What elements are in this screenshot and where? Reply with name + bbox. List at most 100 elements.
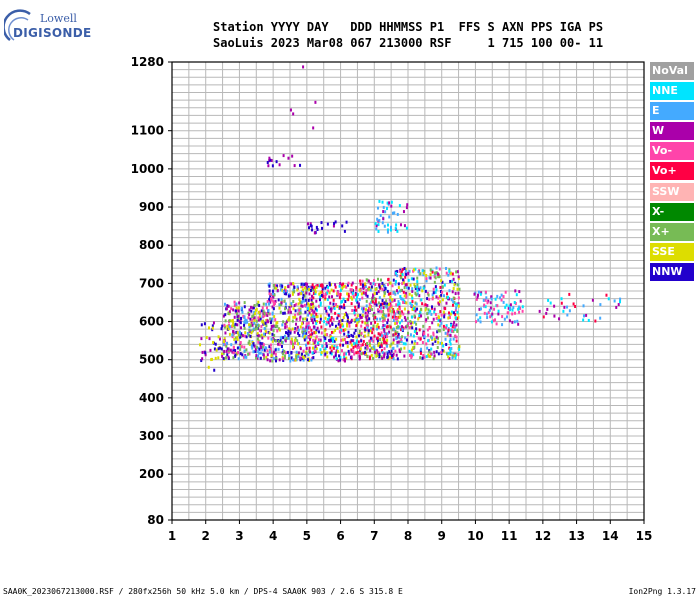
data-point xyxy=(320,221,323,225)
data-point xyxy=(313,341,316,345)
data-point xyxy=(447,273,450,277)
data-point xyxy=(275,160,278,164)
data-point xyxy=(260,346,263,350)
data-point xyxy=(268,289,271,293)
legend-item-x-: X- xyxy=(650,202,694,221)
data-point xyxy=(295,302,298,306)
data-point xyxy=(308,226,311,230)
data-point xyxy=(328,281,331,285)
data-point xyxy=(445,352,448,356)
data-point xyxy=(329,335,332,339)
data-point xyxy=(437,329,440,333)
data-point xyxy=(225,344,228,348)
data-point xyxy=(315,308,318,312)
data-point xyxy=(395,271,398,275)
data-point xyxy=(376,339,379,343)
data-point xyxy=(362,351,365,355)
data-point xyxy=(399,321,402,325)
data-point xyxy=(314,336,317,340)
data-point xyxy=(285,325,288,329)
data-point xyxy=(458,287,461,291)
data-point xyxy=(452,322,455,326)
data-point xyxy=(305,288,308,292)
data-point xyxy=(438,329,441,333)
data-point xyxy=(547,298,550,302)
data-point xyxy=(276,321,279,325)
data-point xyxy=(243,345,246,349)
data-point xyxy=(504,305,507,309)
data-point xyxy=(452,287,455,291)
data-point xyxy=(387,309,390,313)
data-point xyxy=(308,350,311,354)
data-point xyxy=(417,270,420,274)
data-point xyxy=(240,334,243,338)
data-point xyxy=(455,323,458,327)
data-point xyxy=(409,283,412,287)
data-point xyxy=(397,282,400,286)
data-point xyxy=(432,287,435,291)
data-point xyxy=(432,333,435,337)
data-point xyxy=(456,287,459,291)
data-point xyxy=(494,318,497,322)
data-point xyxy=(257,334,260,338)
data-point xyxy=(390,304,393,308)
data-point xyxy=(304,310,307,314)
data-point xyxy=(368,308,371,312)
data-point xyxy=(508,319,511,323)
data-point xyxy=(438,300,441,304)
data-point xyxy=(369,282,372,286)
data-point xyxy=(310,298,313,302)
data-point xyxy=(384,335,387,339)
data-point xyxy=(263,348,266,352)
data-point xyxy=(292,342,295,346)
data-point xyxy=(306,282,309,286)
data-point xyxy=(350,283,353,287)
data-point xyxy=(306,318,309,322)
data-point xyxy=(398,315,401,319)
data-point xyxy=(392,333,395,337)
data-point xyxy=(376,336,379,340)
data-point xyxy=(237,357,240,361)
data-point xyxy=(314,290,317,294)
data-point xyxy=(343,313,346,317)
data-point xyxy=(269,300,272,304)
data-point xyxy=(452,300,455,304)
data-point xyxy=(445,342,448,346)
data-point xyxy=(261,342,264,346)
data-point xyxy=(276,324,279,328)
data-point xyxy=(290,350,293,354)
data-point xyxy=(312,338,315,342)
data-point xyxy=(238,345,241,349)
data-point xyxy=(307,335,310,339)
data-point xyxy=(445,324,448,328)
data-point xyxy=(253,321,256,325)
data-point xyxy=(298,292,301,296)
data-point xyxy=(249,305,252,309)
data-point xyxy=(479,316,482,320)
data-point xyxy=(320,352,323,356)
data-point xyxy=(308,308,311,312)
data-point xyxy=(615,305,618,309)
data-point xyxy=(405,338,408,342)
data-point xyxy=(377,342,380,346)
data-point xyxy=(431,321,434,325)
data-point xyxy=(294,336,297,340)
data-point xyxy=(414,286,417,290)
data-point xyxy=(326,333,329,337)
data-point xyxy=(212,321,215,325)
data-point xyxy=(400,297,403,301)
data-point xyxy=(370,285,373,289)
data-point xyxy=(323,335,326,339)
data-point xyxy=(392,352,395,356)
data-point xyxy=(270,159,273,163)
data-point xyxy=(213,347,216,351)
data-point xyxy=(242,314,245,318)
data-point xyxy=(228,325,231,329)
data-point xyxy=(398,269,401,273)
data-point xyxy=(362,286,365,290)
data-point xyxy=(432,331,435,335)
data-point xyxy=(336,316,339,320)
data-point xyxy=(390,200,393,204)
data-point xyxy=(307,285,310,289)
data-point xyxy=(386,355,389,359)
